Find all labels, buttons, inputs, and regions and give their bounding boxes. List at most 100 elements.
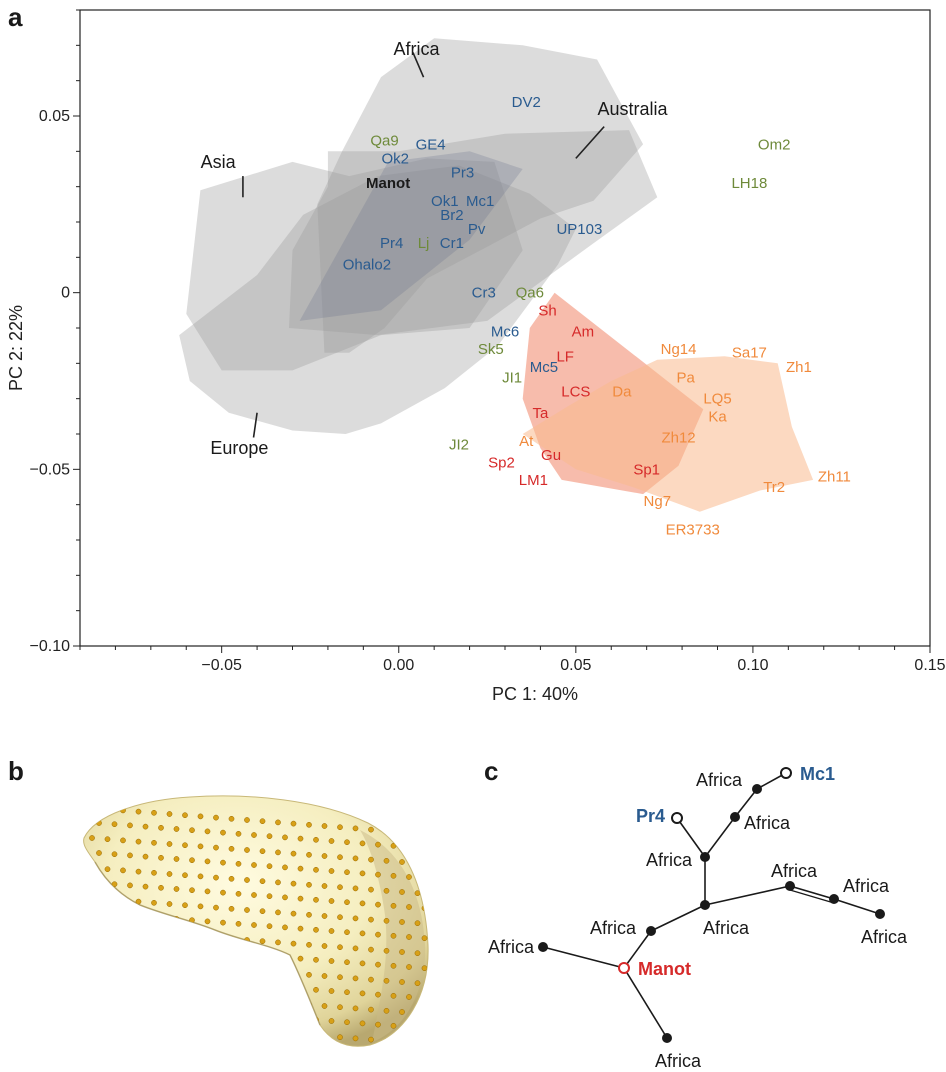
landmark-dot [213, 814, 219, 821]
landmark-dot [259, 998, 266, 1005]
landmark-dot [111, 941, 118, 948]
landmark-dot [414, 860, 421, 867]
landmark-dot [266, 893, 273, 900]
landmark-dot [173, 886, 180, 892]
landmark-dot [104, 986, 111, 993]
landmark-dot [352, 825, 359, 832]
landmark-dot [251, 892, 257, 898]
landmark-dot [266, 923, 273, 930]
landmark-dot [399, 829, 405, 835]
landmark-dot [127, 822, 133, 829]
leader-line [412, 52, 425, 78]
landmark-dot [359, 1020, 366, 1027]
landmark-dot [406, 844, 412, 850]
landmark-dot [282, 834, 288, 841]
tree-edge [704, 816, 736, 858]
landmark-dot [213, 964, 219, 971]
landmark-dot [383, 917, 390, 924]
landmark-dot [189, 887, 195, 894]
panel-label-c: c [484, 756, 498, 786]
landmark-dot [96, 970, 102, 976]
landmark-dot [275, 969, 281, 976]
landmark-dot [375, 991, 381, 998]
landmark-dot [142, 823, 149, 830]
landmark-dot [204, 918, 211, 925]
point-label-ohalo2: Ohalo2 [343, 256, 391, 273]
point-label-am: Am [572, 324, 595, 341]
landmark-dot [120, 987, 126, 994]
landmark-dot [368, 826, 374, 833]
landmark-dot [414, 1040, 421, 1047]
landmark-dot [120, 1017, 126, 1024]
landmark-dot [166, 991, 173, 997]
landmark-dot [213, 844, 219, 851]
landmark-dot [182, 902, 188, 909]
landmark-dot [158, 824, 164, 831]
landmark-dot [104, 1016, 111, 1023]
landmark-dot [383, 947, 390, 954]
landmark-dot [414, 980, 421, 987]
tree-label-a1: Africa [696, 770, 743, 790]
landmark-dot [220, 949, 226, 956]
landmark-dot [182, 842, 188, 849]
landmark-dot [383, 977, 390, 984]
landmark-dot [306, 971, 312, 978]
landmark-dot [220, 859, 226, 866]
landmark-dot [399, 1009, 405, 1015]
landmark-dot [297, 1015, 304, 1022]
landmark-dot [337, 824, 343, 831]
landmark-dot [244, 847, 250, 853]
landmark-dot [220, 919, 226, 926]
landmark-dot [352, 885, 359, 892]
point-label-da: Da [612, 384, 632, 401]
point-label-zh11: Zh11 [818, 468, 851, 485]
landmark-dot [368, 1036, 374, 1043]
landmark-dot [375, 1052, 380, 1057]
landmark-dot [89, 895, 95, 901]
landmark-dot [282, 924, 288, 931]
tree-label-pr4: Pr4 [636, 806, 665, 826]
landmark-dot [204, 1038, 211, 1045]
landmark-dot [297, 925, 304, 932]
landmark-dot [297, 835, 304, 842]
landmark-dot [352, 855, 359, 862]
landmark-dot [96, 880, 102, 886]
x-tick-label: 0.00 [383, 657, 414, 674]
tree-nodes [538, 767, 885, 1043]
landmark-dot [321, 1033, 328, 1039]
landmark-dot [182, 962, 188, 969]
landmark-dot [266, 983, 273, 990]
region-label-asia: Asia [201, 152, 237, 172]
landmark-dot [213, 874, 219, 881]
landmark-dot [297, 985, 304, 992]
landmark-dot [328, 958, 335, 964]
landmark-dot [282, 894, 288, 901]
landmark-dot [344, 839, 350, 846]
tree-label-a3: Africa [646, 850, 693, 870]
landmark-dot [104, 866, 111, 873]
point-label-ng7: Ng7 [644, 493, 672, 510]
landmark-dot [235, 1040, 242, 1047]
landmark-dot [328, 898, 335, 904]
tree-label-a7: Africa [843, 876, 890, 896]
landmark-dot [368, 886, 374, 893]
landmark-dot [96, 1030, 102, 1036]
point-label-mc5: Mc5 [530, 359, 558, 376]
landmark-dot [282, 984, 288, 991]
x-tick-label: 0.05 [560, 657, 591, 674]
landmark-dot [104, 956, 111, 963]
landmark-dot [228, 815, 235, 822]
landmark-dot [321, 883, 328, 889]
landmark-dot [127, 972, 133, 979]
landmark-dot [104, 806, 111, 813]
landmark-dot [375, 901, 381, 908]
landmark-dot [120, 897, 126, 904]
landmark-dot [306, 1031, 312, 1038]
landmark-dot [189, 947, 195, 954]
landmark-dot [290, 1000, 297, 1007]
region-hulls [179, 38, 814, 512]
landmark-dot [151, 869, 157, 876]
landmark-dot [89, 865, 95, 871]
landmark-dot [158, 944, 164, 951]
landmark-dot [375, 871, 381, 878]
